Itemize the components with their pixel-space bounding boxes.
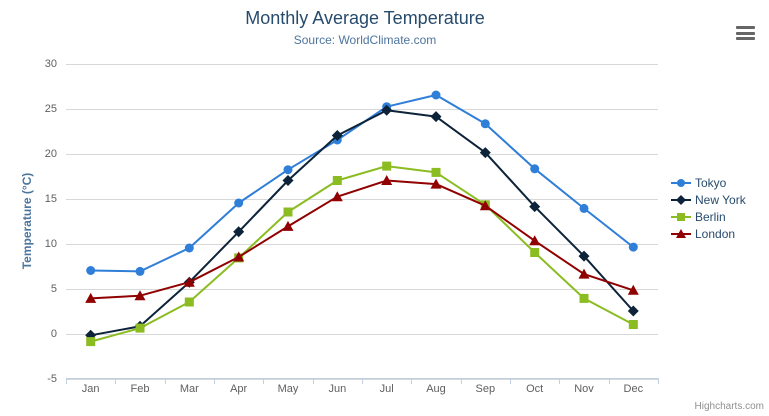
chart-subtitle: Source: WorldClimate.com — [293, 33, 437, 47]
y-axis-label: 5 — [50, 282, 57, 295]
hamburger-icon — [736, 37, 755, 40]
gridlines — [66, 64, 658, 380]
x-axis-label: Apr — [230, 383, 248, 395]
x-axis-label: Mar — [179, 383, 199, 395]
legend-marker-icon — [671, 178, 691, 187]
x-axis-label: May — [277, 383, 299, 395]
x-axis-label: Sep — [475, 383, 496, 395]
x-axis — [66, 378, 659, 384]
y-axis-label: 10 — [44, 237, 57, 250]
legend-item-new-york[interactable]: New York — [671, 191, 746, 208]
legend-marker-icon — [671, 194, 691, 205]
series-tokyo — [86, 90, 638, 276]
x-axis-label: Feb — [130, 383, 150, 395]
x-axis-label: Jul — [379, 383, 394, 395]
y-axis-title: Temperature (°C) — [20, 172, 34, 270]
legend: Tokyo New York Berlin London — [671, 174, 746, 242]
legend-marker-icon — [671, 212, 691, 221]
x-axis-label: Jan — [81, 383, 100, 395]
x-axis-label: Jun — [328, 383, 347, 395]
y-axis-label: 30 — [44, 57, 57, 70]
credits-link[interactable]: Highcharts.com — [694, 401, 764, 412]
legend-item-london[interactable]: London — [671, 225, 746, 242]
y-axis-label: 15 — [44, 192, 57, 205]
x-axis-label: Oct — [526, 383, 544, 395]
legend-label: Tokyo — [695, 175, 727, 190]
export-menu-button[interactable] — [736, 26, 755, 40]
y-axis-label: 0 — [50, 327, 57, 340]
series-new-york — [85, 104, 639, 341]
y-axis-label: 25 — [44, 102, 57, 115]
legend-marker-icon — [671, 228, 691, 238]
legend-label: New York — [695, 192, 746, 207]
series-london — [85, 175, 639, 303]
legend-item-tokyo[interactable]: Tokyo — [671, 174, 746, 191]
x-axis-label: Dec — [623, 383, 644, 395]
y-axis-label: -5 — [47, 372, 57, 385]
x-axis-label: Aug — [426, 383, 446, 395]
legend-label: London — [695, 226, 736, 241]
y-axis-label: 20 — [44, 147, 57, 160]
x-axis-label: Nov — [574, 383, 594, 395]
hamburger-icon — [736, 31, 755, 35]
legend-item-berlin[interactable]: Berlin — [671, 208, 746, 225]
hamburger-icon — [736, 26, 755, 29]
chart-title: Monthly Average Temperature — [245, 8, 485, 28]
legend-label: Berlin — [695, 209, 726, 224]
